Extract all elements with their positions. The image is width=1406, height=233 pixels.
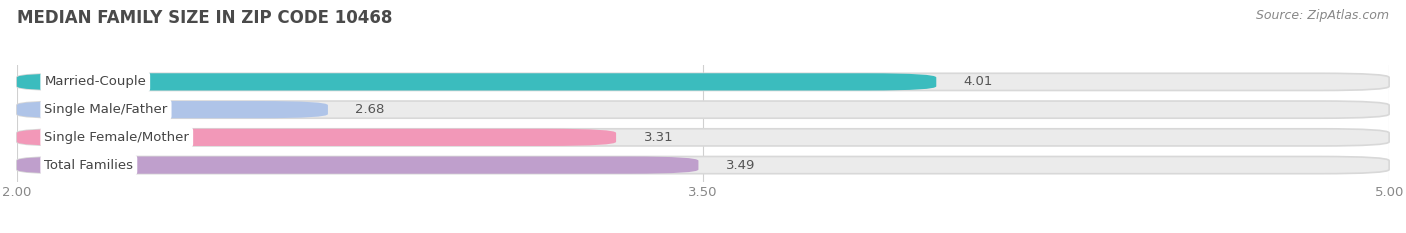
FancyBboxPatch shape <box>17 129 616 146</box>
Text: Total Families: Total Families <box>45 159 134 171</box>
FancyBboxPatch shape <box>17 157 699 174</box>
Text: 2.68: 2.68 <box>356 103 385 116</box>
FancyBboxPatch shape <box>17 73 936 90</box>
Text: Single Male/Father: Single Male/Father <box>45 103 167 116</box>
Text: Source: ZipAtlas.com: Source: ZipAtlas.com <box>1256 9 1389 22</box>
FancyBboxPatch shape <box>17 101 1389 118</box>
Text: Single Female/Mother: Single Female/Mother <box>45 131 190 144</box>
Text: 3.31: 3.31 <box>644 131 673 144</box>
Text: 4.01: 4.01 <box>963 75 993 88</box>
Text: MEDIAN FAMILY SIZE IN ZIP CODE 10468: MEDIAN FAMILY SIZE IN ZIP CODE 10468 <box>17 9 392 27</box>
FancyBboxPatch shape <box>17 157 1389 174</box>
Text: 3.49: 3.49 <box>725 159 755 171</box>
Text: Married-Couple: Married-Couple <box>45 75 146 88</box>
FancyBboxPatch shape <box>17 101 328 118</box>
FancyBboxPatch shape <box>17 129 1389 146</box>
FancyBboxPatch shape <box>17 73 1389 90</box>
